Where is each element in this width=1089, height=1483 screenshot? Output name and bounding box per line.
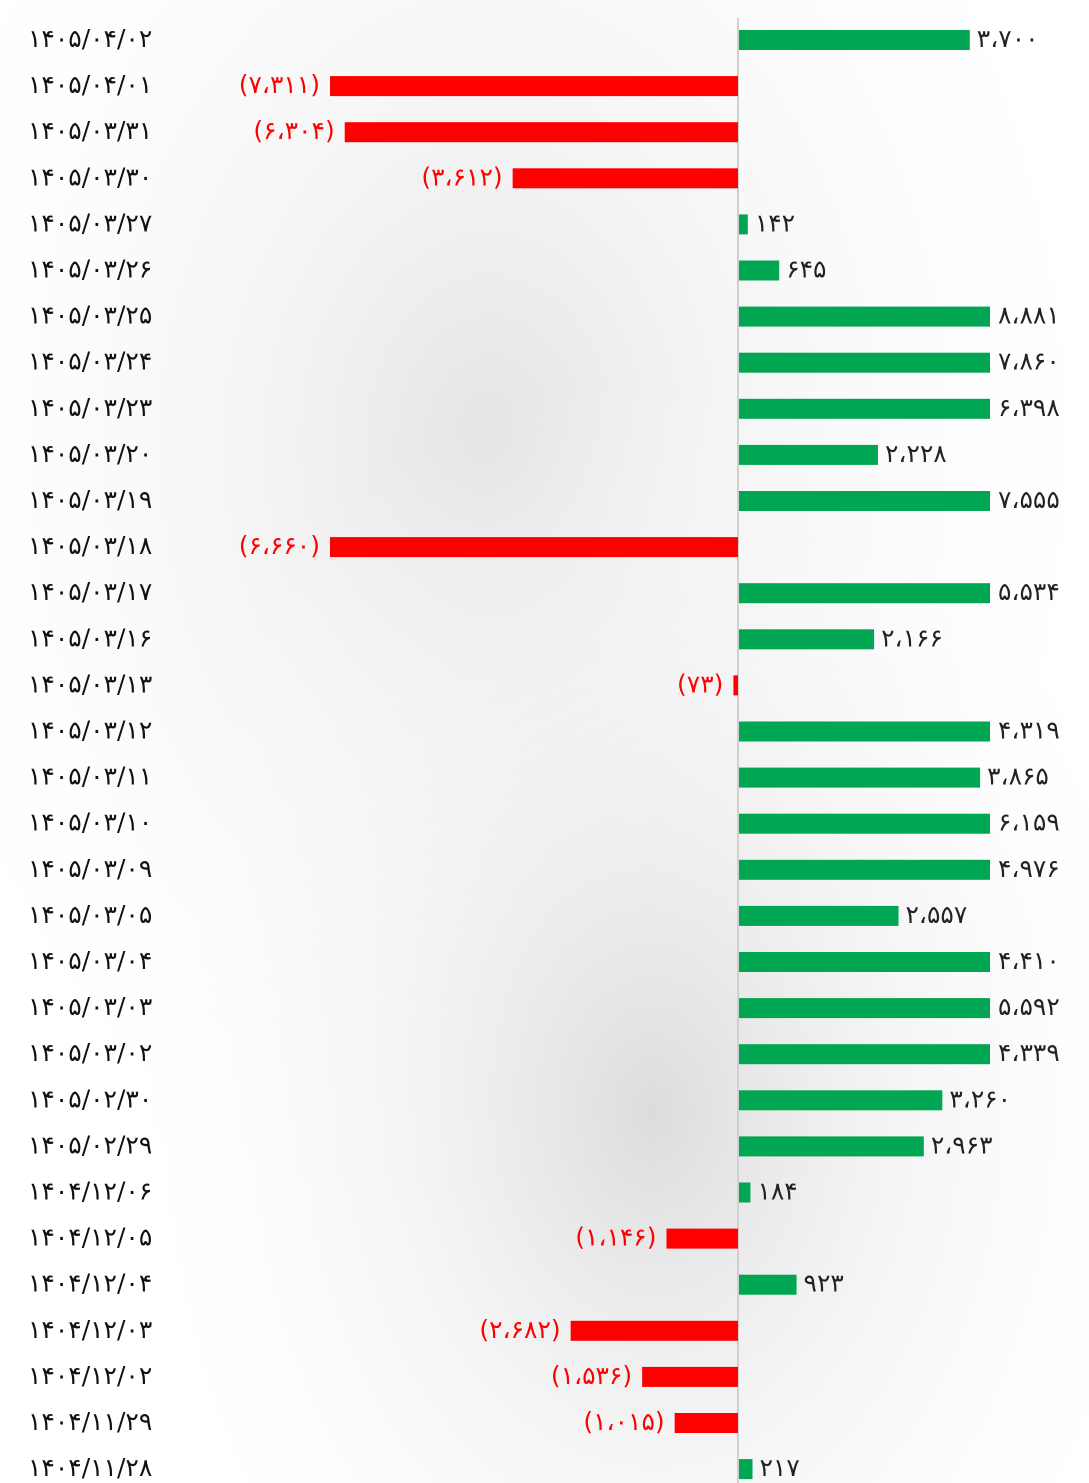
value-label: ۹۲۳ <box>804 1269 844 1298</box>
bar <box>282 76 738 96</box>
bar <box>513 168 738 188</box>
value-label: (۶،۳۰۴) <box>253 116 334 145</box>
bar <box>739 214 748 234</box>
category-label: ۱۴۰۵/۰۳/۰۳ <box>28 992 152 1021</box>
value-label: ۳،۲۶۰ <box>949 1084 1011 1113</box>
category-label: ۱۴۰۵/۰۲/۲۹ <box>28 1130 152 1159</box>
bar <box>675 1413 738 1433</box>
category-label: ۱۴۰۵/۰۳/۲۷ <box>28 208 152 237</box>
value-label: ۴،۳۳۹ <box>998 1038 1060 1067</box>
category-label: ۱۴۰۵/۰۴/۰۲ <box>28 24 152 53</box>
bar <box>323 537 738 557</box>
category-label: ۱۴۰۴/۱۱/۲۹ <box>28 1407 152 1436</box>
category-label: ۱۴۰۵/۰۳/۳۱ <box>28 116 152 145</box>
value-label: ۵،۵۳۴ <box>998 577 1060 606</box>
value-label: ۸،۸۸۱ <box>998 301 1060 330</box>
category-label: ۱۴۰۴/۱۲/۰۲ <box>28 1361 152 1390</box>
value-label: ۱۸۴ <box>757 1177 797 1206</box>
value-label: (۲،۶۸۲) <box>479 1315 560 1344</box>
category-label: ۱۴۰۵/۰۳/۰۵ <box>28 900 152 929</box>
category-label: ۱۴۰۴/۱۲/۰۶ <box>28 1177 152 1206</box>
category-label: ۱۴۰۵/۰۳/۲۵ <box>28 301 152 330</box>
bar <box>571 1321 738 1341</box>
category-label: ۱۴۰۵/۰۳/۳۰ <box>28 162 152 191</box>
bar <box>739 1275 797 1295</box>
value-label: ۴،۴۱۰ <box>998 946 1060 975</box>
bar <box>739 1090 942 1110</box>
category-label: ۱۴۰۵/۰۲/۳۰ <box>28 1084 152 1113</box>
value-label: ۴،۹۷۶ <box>998 854 1060 883</box>
category-label: ۱۴۰۴/۱۱/۲۸ <box>28 1453 152 1482</box>
bar <box>739 261 779 281</box>
bar <box>666 1229 737 1249</box>
value-label: (۶،۶۶۰) <box>239 531 320 560</box>
value-label: ۲،۹۶۳ <box>931 1130 993 1159</box>
value-label: (۳،۶۱۲) <box>421 162 502 191</box>
bar <box>642 1367 738 1387</box>
category-label: ۱۴۰۵/۰۳/۰۴ <box>28 946 152 975</box>
bar <box>739 952 1014 972</box>
value-label: ۳،۸۶۵ <box>987 762 1049 791</box>
bar <box>733 675 738 695</box>
category-label: ۱۴۰۵/۰۳/۱۱ <box>28 762 152 791</box>
value-label: ۷،۵۵۵ <box>998 485 1060 514</box>
category-label: ۱۴۰۵/۰۳/۲۰ <box>28 439 152 468</box>
category-label: ۱۴۰۵/۰۴/۰۱ <box>28 70 152 99</box>
value-label: (۷۳) <box>677 669 723 698</box>
value-label: ۲۱۷ <box>760 1453 800 1482</box>
bar <box>739 906 899 926</box>
category-label: ۱۴۰۵/۰۳/۱۲ <box>28 716 152 745</box>
category-label: ۱۴۰۵/۰۳/۱۹ <box>28 485 152 514</box>
value-label: (۱،۱۴۶) <box>575 1223 656 1252</box>
category-label: ۱۴۰۵/۰۳/۰۲ <box>28 1038 152 1067</box>
category-label: ۱۴۰۵/۰۳/۰۹ <box>28 854 152 883</box>
bar <box>739 445 878 465</box>
category-label: ۱۴۰۵/۰۳/۱۳ <box>28 669 152 698</box>
value-label: ۶،۳۹۸ <box>998 393 1060 422</box>
value-label: ۶،۱۵۹ <box>998 808 1060 837</box>
category-label: ۱۴۰۵/۰۳/۱۶ <box>28 623 152 652</box>
value-label: ۷،۸۶۰ <box>998 347 1060 376</box>
category-label: ۱۴۰۵/۰۳/۲۶ <box>28 255 152 284</box>
bar <box>739 1136 924 1156</box>
category-label: ۱۴۰۵/۰۳/۱۷ <box>28 577 152 606</box>
value-label: (۱،۵۳۶) <box>551 1361 632 1390</box>
value-label: ۳،۷۰۰ <box>977 24 1039 53</box>
value-label: ۲،۵۵۷ <box>905 900 967 929</box>
value-label: ۵،۵۹۲ <box>998 992 1060 1021</box>
category-label: ۱۴۰۴/۱۲/۰۳ <box>28 1315 152 1344</box>
value-label: ۲،۲۲۸ <box>885 439 947 468</box>
value-label: ۲،۱۶۶ <box>881 623 943 652</box>
bar <box>739 629 874 649</box>
category-label: ۱۴۰۵/۰۳/۲۳ <box>28 393 152 422</box>
category-label: ۱۴۰۵/۰۳/۱۰ <box>28 808 152 837</box>
bar <box>739 1459 753 1479</box>
category-label: ۱۴۰۵/۰۳/۲۴ <box>28 347 152 376</box>
bar <box>739 768 980 788</box>
bar <box>739 722 1008 742</box>
bar <box>739 1044 1010 1064</box>
bar <box>739 30 970 50</box>
bar <box>345 122 738 142</box>
value-label: (۷،۳۱۱) <box>239 70 320 99</box>
value-label: ۱۴۲ <box>755 208 795 237</box>
value-label: (۱،۰۱۵) <box>583 1407 664 1436</box>
value-label: ۴،۳۱۹ <box>998 716 1060 745</box>
category-label: ۱۴۰۴/۱۲/۰۵ <box>28 1223 152 1252</box>
chart: ۱۴۰۵/۰۴/۰۲ ۳،۷۰۰ ۱۴۰۵/۰۴/۰۱ (۷،۳۱۱) ۱۴۰۵/۰۳/… <box>0 0 1089 1483</box>
bar <box>739 1183 750 1203</box>
value-label: ۶۴۵ <box>786 255 826 284</box>
category-label: ۱۴۰۴/۱۲/۰۴ <box>28 1269 152 1298</box>
category-label: ۱۴۰۵/۰۳/۱۸ <box>28 531 152 560</box>
